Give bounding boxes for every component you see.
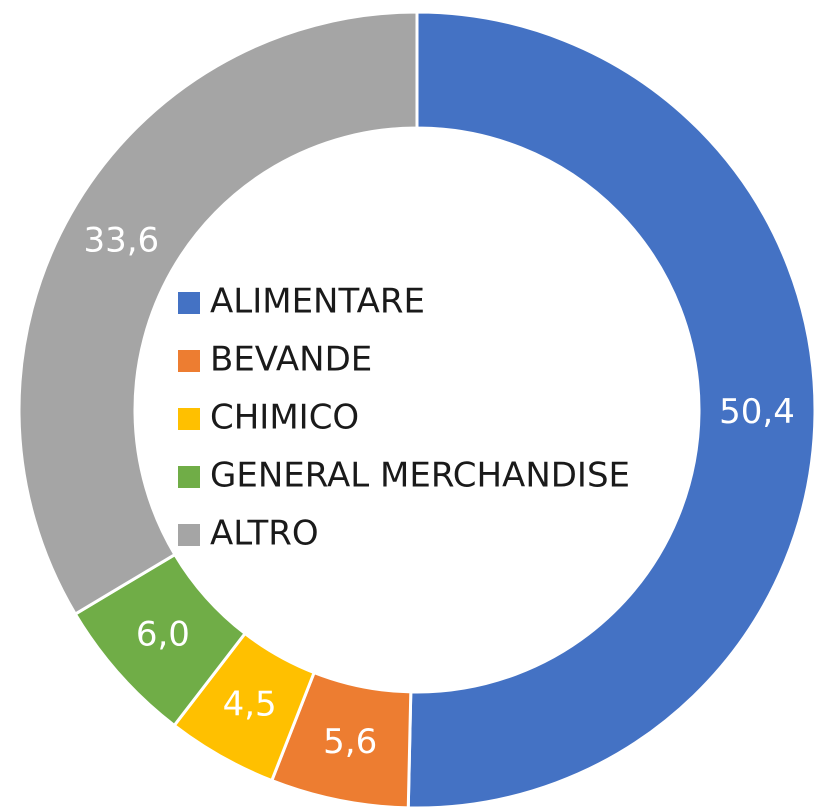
legend-label: BEVANDE <box>210 340 372 380</box>
donut-segment <box>17 10 419 617</box>
legend-swatch <box>178 350 200 372</box>
legend-swatch <box>178 524 200 546</box>
data-label: 33,6 <box>83 221 159 261</box>
legend-swatch <box>178 292 200 314</box>
legend-label: ALIMENTARE <box>210 282 425 322</box>
data-label: 50,4 <box>719 392 795 432</box>
legend-label: GENERAL MERCHANDISE <box>210 456 630 496</box>
data-label: 4,5 <box>223 684 277 724</box>
legend-label: CHIMICO <box>210 398 359 438</box>
data-label: 6,0 <box>136 614 190 654</box>
legend-label: ALTRO <box>210 514 319 554</box>
legend-swatch <box>178 466 200 488</box>
legend-swatch <box>178 408 200 430</box>
data-label: 5,6 <box>323 722 377 762</box>
donut-segment <box>406 10 814 807</box>
